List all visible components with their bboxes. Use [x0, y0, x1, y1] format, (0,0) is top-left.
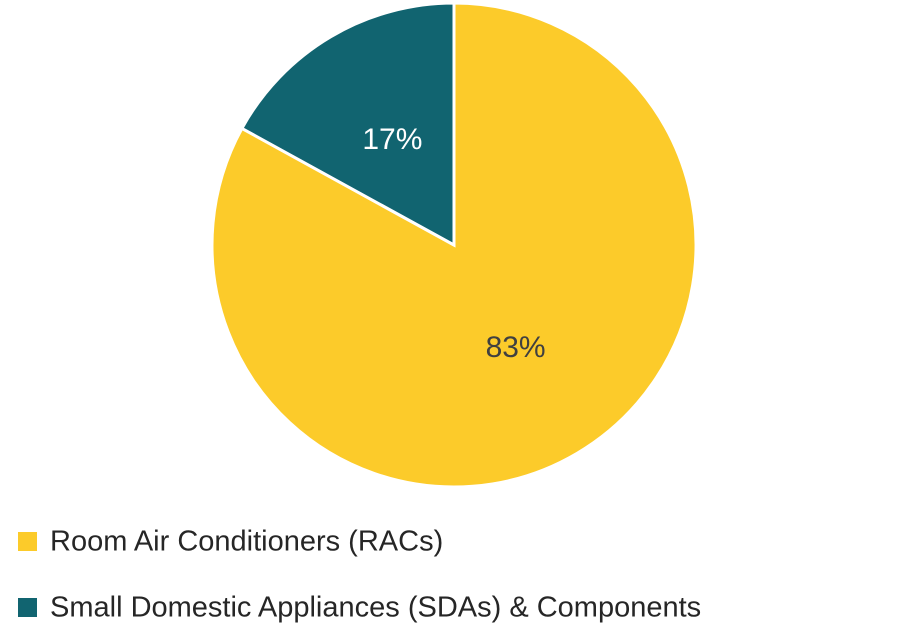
legend-swatch: [18, 598, 37, 617]
legend-label: Room Air Conditioners (RACs): [50, 526, 443, 558]
legend-swatch: [18, 532, 37, 551]
slice-label: 17%: [362, 123, 422, 156]
legend-label: Small Domestic Appliances (SDAs) & Compo…: [50, 592, 701, 624]
pie-slice: [239, 1, 456, 248]
slice-label: 83%: [486, 331, 546, 364]
